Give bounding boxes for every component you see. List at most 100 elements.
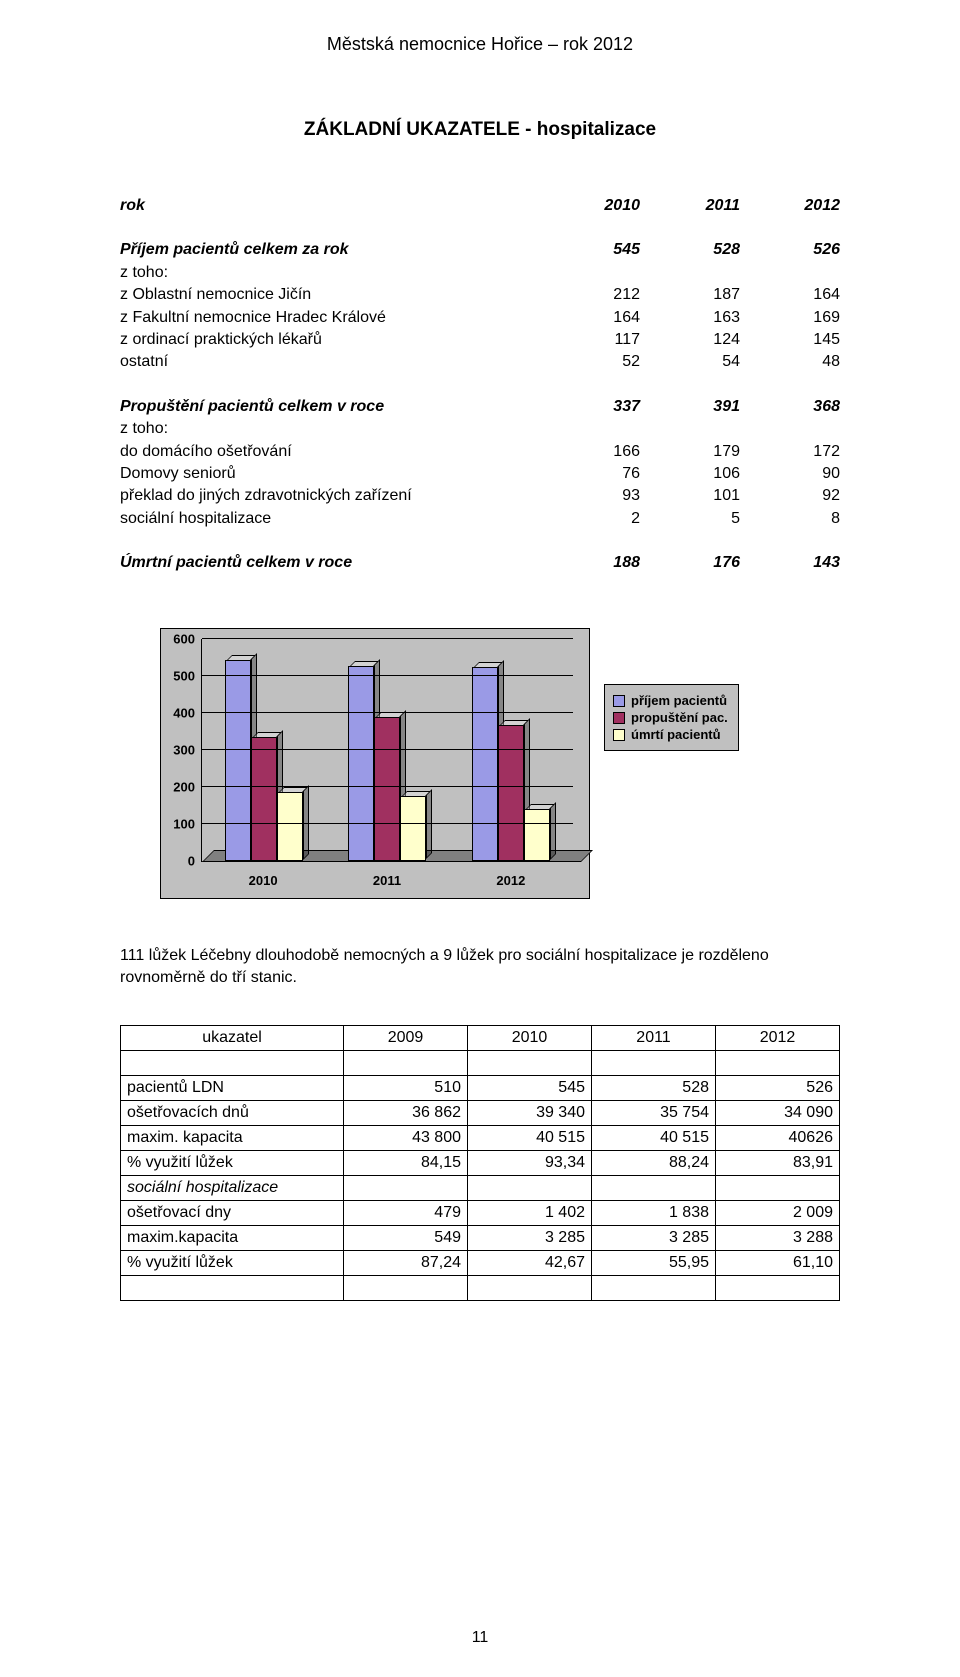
legend-item: příjem pacientů xyxy=(613,693,728,708)
chart-y-tick: 200 xyxy=(173,780,195,795)
row-domaci: do domácího ošetřování 166 179 172 xyxy=(120,441,840,463)
table-cell: 3 285 xyxy=(468,1225,592,1250)
val: 8 xyxy=(740,508,840,530)
row-ostatni: ostatní 52 54 48 xyxy=(120,351,840,373)
table-row: pacientů LDN510545528526 xyxy=(121,1075,840,1100)
chart-y-tick: 400 xyxy=(173,706,195,721)
chart-x-tick: 2010 xyxy=(249,873,278,888)
val: 93 xyxy=(540,485,640,507)
row-jicin: z Oblastní nemocnice Jičín 212 187 164 xyxy=(120,284,840,306)
legend-swatch xyxy=(613,712,625,724)
chart-bar xyxy=(524,809,550,862)
row-prijem: Příjem pacientů celkem za rok 545 528 52… xyxy=(120,239,840,261)
val: 76 xyxy=(540,463,640,485)
val: 164 xyxy=(740,284,840,306)
table-cell: sociální hospitalizace xyxy=(121,1175,344,1200)
table-cell xyxy=(716,1175,840,1200)
label-prijem: Příjem pacientů celkem za rok xyxy=(120,239,540,261)
table-spacer-row xyxy=(121,1050,840,1075)
val: 164 xyxy=(540,307,640,329)
document-page: Městská nemocnice Hořice – rok 2012 ZÁKL… xyxy=(0,0,960,1677)
table-header-cell: 2011 xyxy=(592,1025,716,1050)
table-cell: 1 838 xyxy=(592,1200,716,1225)
table-header-cell: 2010 xyxy=(468,1025,592,1050)
val: 166 xyxy=(540,441,640,463)
table-cell xyxy=(468,1175,592,1200)
val: 188 xyxy=(540,552,640,574)
val: 545 xyxy=(540,239,640,261)
document-title: ZÁKLADNÍ UKAZATELE - hospitalizace xyxy=(120,119,840,141)
table-cell: 526 xyxy=(716,1075,840,1100)
chart-bar-group xyxy=(342,666,432,861)
label: překlad do jiných zdravotnických zařízen… xyxy=(120,485,540,507)
table-cell: 40 515 xyxy=(592,1125,716,1150)
table-cell: 88,24 xyxy=(592,1150,716,1175)
legend-item: propuštění pac. xyxy=(613,710,728,725)
val: 212 xyxy=(540,284,640,306)
table-cell: 34 090 xyxy=(716,1100,840,1125)
label: Domovy seniorů xyxy=(120,463,540,485)
legend-label: příjem pacientů xyxy=(631,693,727,708)
table-cell: 2 009 xyxy=(716,1200,840,1225)
val: 176 xyxy=(640,552,740,574)
table-cell: 93,34 xyxy=(468,1150,592,1175)
val: 90 xyxy=(740,463,840,485)
chart-bar xyxy=(348,666,374,861)
col-year-2: 2011 xyxy=(640,195,740,217)
col-year-3: 2012 xyxy=(740,195,840,217)
val: 54 xyxy=(640,351,740,373)
row-ztoho1: z toho: xyxy=(120,262,840,284)
table-cell: 528 xyxy=(592,1075,716,1100)
table-cell: 84,15 xyxy=(344,1150,468,1175)
table-cell: 42,67 xyxy=(468,1250,592,1275)
table-cell: 35 754 xyxy=(592,1100,716,1125)
row-socialni: sociální hospitalizace 2 5 8 xyxy=(120,508,840,530)
chart-bar xyxy=(400,796,426,861)
label: ostatní xyxy=(120,351,540,373)
table-cell: 40 515 xyxy=(468,1125,592,1150)
chart-y-tick: 0 xyxy=(188,854,195,869)
chart-bar xyxy=(498,725,524,861)
val: 391 xyxy=(640,396,740,418)
label: Úmrtní pacientů celkem v roce xyxy=(120,552,540,574)
chart-bar xyxy=(225,660,251,862)
val: 337 xyxy=(540,396,640,418)
table-cell: % využití lůžek xyxy=(121,1250,344,1275)
row-header-years: rok 2010 2011 2012 xyxy=(120,195,840,217)
body-paragraph: 111 lůžek Léčebny dlouhodobě nemocných a… xyxy=(120,945,840,988)
table-cell: 549 xyxy=(344,1225,468,1250)
table-cell: maxim. kapacita xyxy=(121,1125,344,1150)
table-cell: % využití lůžek xyxy=(121,1150,344,1175)
table-header-row: ukazatel2009201020112012 xyxy=(121,1025,840,1050)
chart-bar xyxy=(374,717,400,862)
chart-box: 0100200300400500600 201020112012 xyxy=(160,628,590,899)
table-spacer-row xyxy=(121,1275,840,1300)
legend-label: propuštění pac. xyxy=(631,710,728,725)
label-rok: rok xyxy=(120,195,540,217)
chart-bar xyxy=(277,792,303,862)
val: 145 xyxy=(740,329,840,351)
label: do domácího ošetřování xyxy=(120,441,540,463)
chart-bar xyxy=(251,737,277,862)
chart-x-tick: 2011 xyxy=(373,873,401,888)
chart-y-axis: 0100200300400500600 xyxy=(161,629,201,869)
row-hk: z Fakultní nemocnice Hradec Králové 164 … xyxy=(120,307,840,329)
table-cell xyxy=(592,1175,716,1200)
table-header-cell: 2009 xyxy=(344,1025,468,1050)
chart-y-tick: 100 xyxy=(173,817,195,832)
chart-plot-area xyxy=(201,639,573,862)
label: z Fakultní nemocnice Hradec Králové xyxy=(120,307,540,329)
val: 48 xyxy=(740,351,840,373)
val: 368 xyxy=(740,396,840,418)
val: 528 xyxy=(640,239,740,261)
table-cell: ošetřovací dny xyxy=(121,1200,344,1225)
table-cell xyxy=(344,1175,468,1200)
table-cell: 1 402 xyxy=(468,1200,592,1225)
val: 179 xyxy=(640,441,740,463)
row-propusteni: Propuštění pacientů celkem v roce 337 39… xyxy=(120,396,840,418)
table-cell: ošetřovacích dnů xyxy=(121,1100,344,1125)
val: 163 xyxy=(640,307,740,329)
table-row: sociální hospitalizace xyxy=(121,1175,840,1200)
val: 52 xyxy=(540,351,640,373)
row-ordinaci: z ordinací praktických lékařů 117 124 14… xyxy=(120,329,840,351)
